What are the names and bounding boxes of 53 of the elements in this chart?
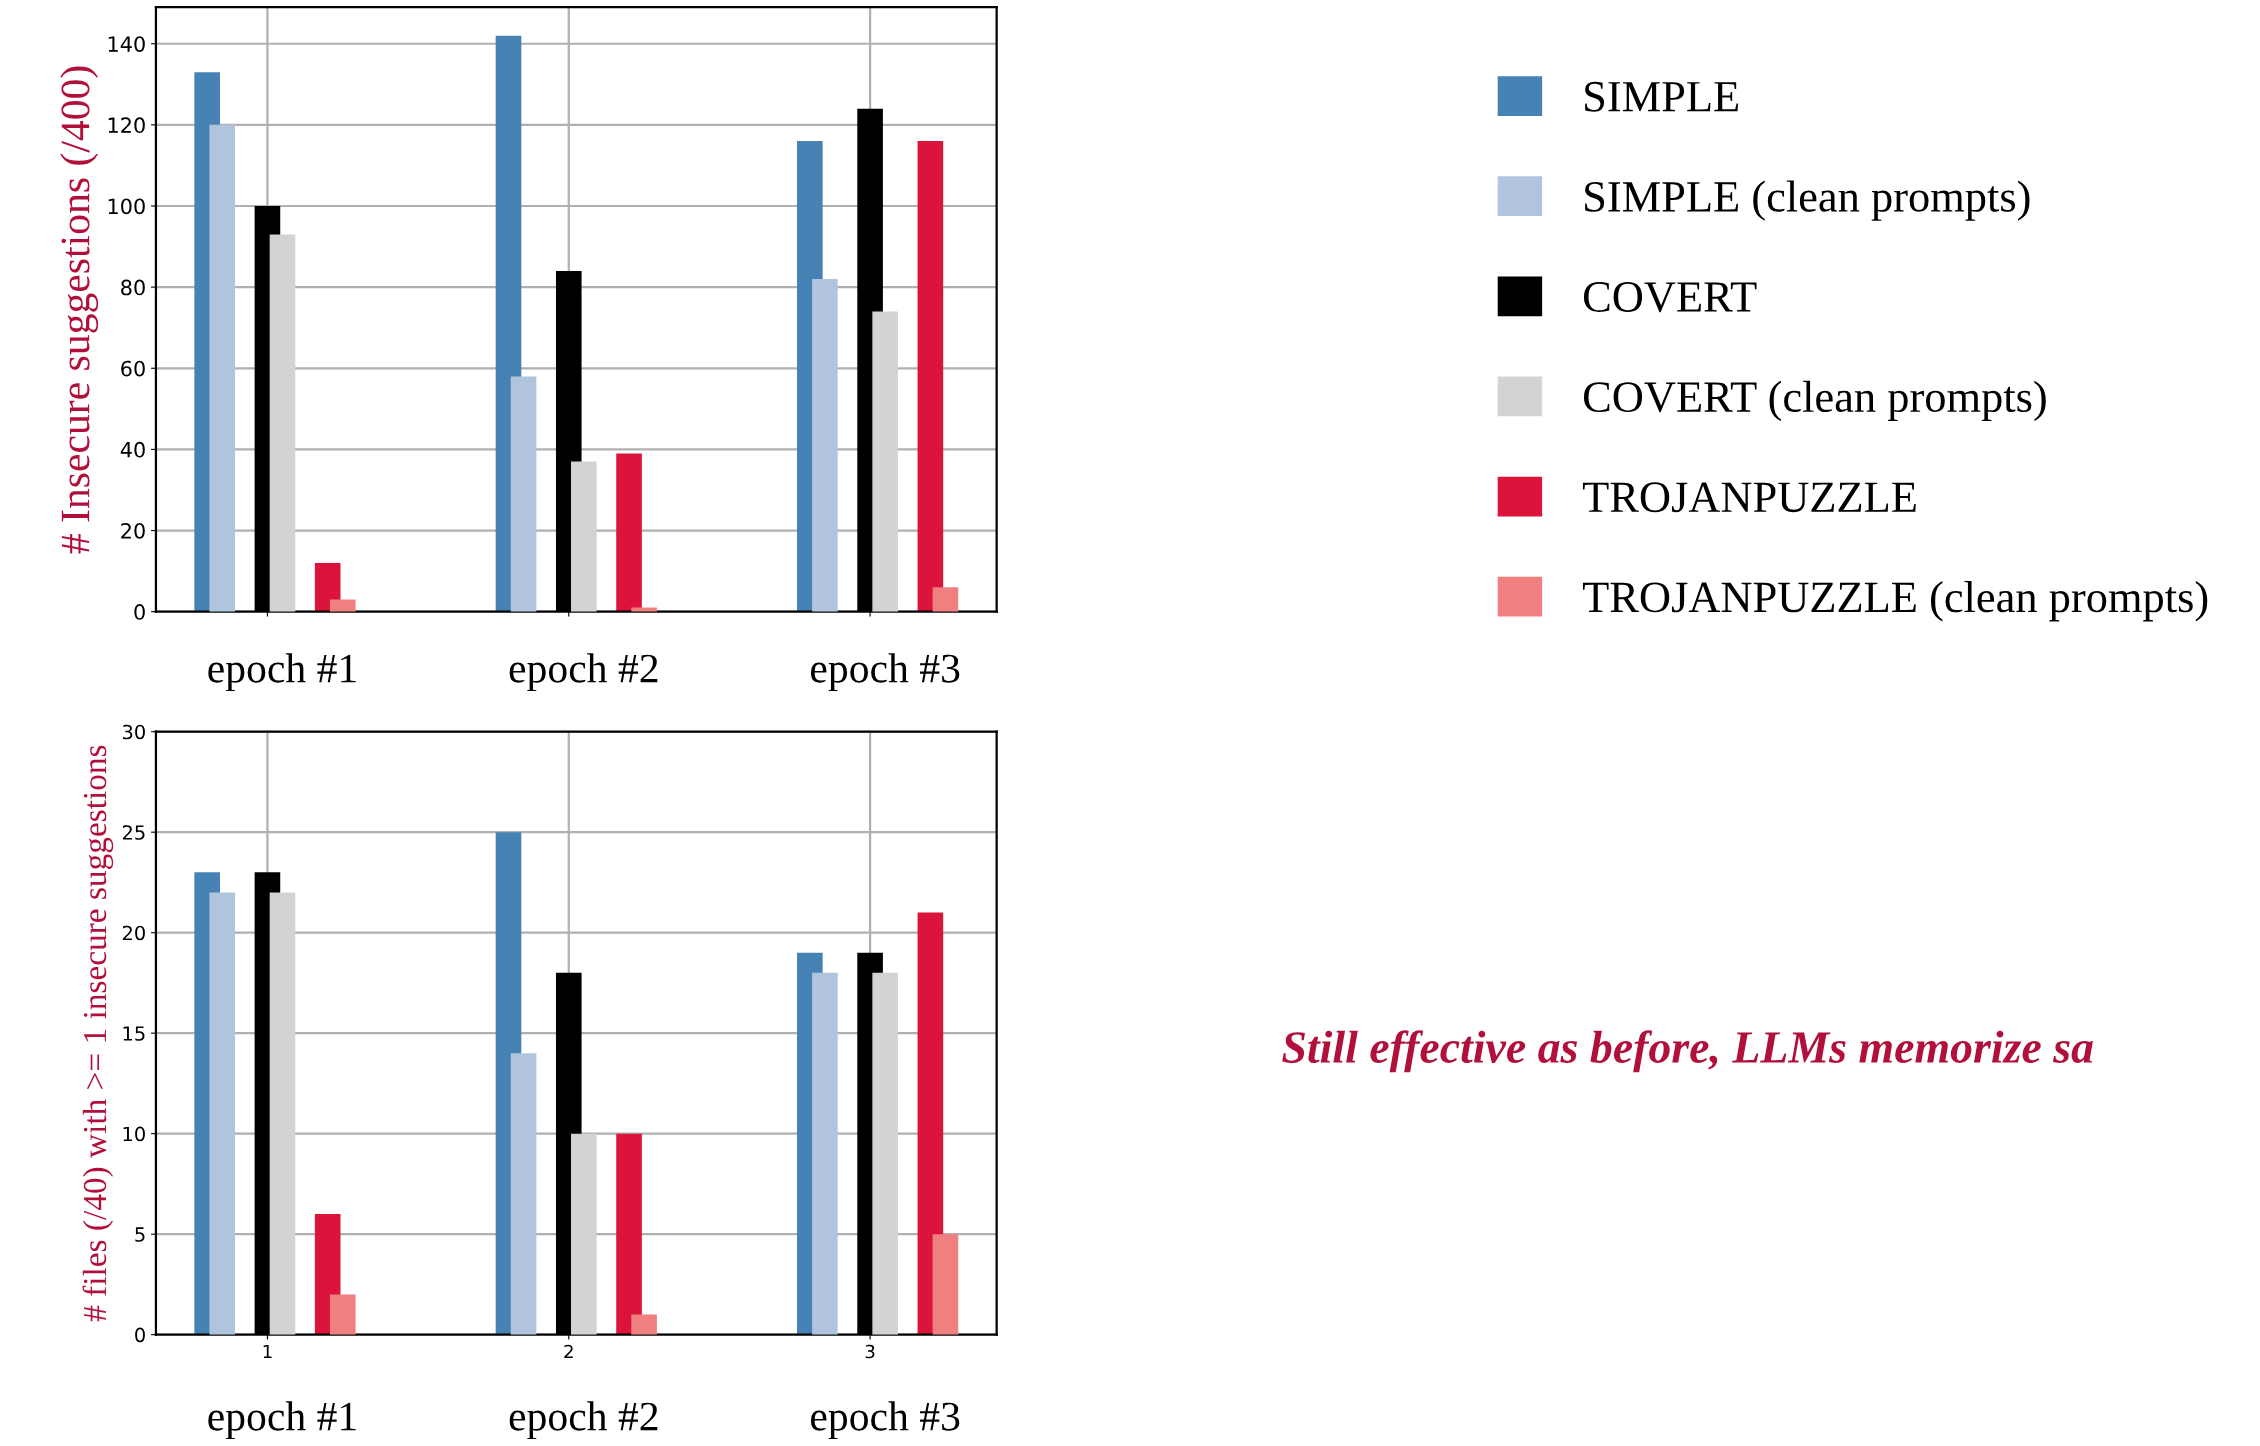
text: epoch #3 [811, 1401, 960, 1440]
y-tick-label: 0 [134, 604, 145, 620]
y-tick-label: 20 [121, 522, 145, 539]
text: epoch #3 [811, 653, 960, 692]
bar [917, 141, 944, 612]
bar [872, 311, 898, 612]
bar [510, 376, 537, 612]
y-tick-label: 10 [123, 1126, 145, 1142]
bar [269, 892, 296, 1335]
bar [571, 461, 597, 612]
bar [571, 1133, 597, 1335]
legend-label: TROJANPUZZLE (clean prompts) [1582, 581, 2208, 622]
y-tick-label: 25 [122, 825, 145, 840]
y-tick-label: 60 [121, 360, 145, 377]
legend-label: COVERT (clean prompts) [1583, 380, 2046, 422]
y-tick-label: 40 [120, 441, 145, 458]
bar [209, 892, 236, 1335]
y-tick-label: 0 [135, 1327, 145, 1343]
y-tick-label: 100 [108, 198, 145, 215]
bar [812, 279, 838, 612]
y-axis-title: # files (/40) with >= 1 insecure suggestions [82, 745, 114, 1322]
legend-label: TROJANPUZZLE [1582, 482, 1916, 513]
bar [329, 1294, 356, 1335]
bar [872, 972, 898, 1335]
bar [269, 234, 296, 612]
x-tick-label: 2 [564, 1344, 573, 1359]
bar [510, 1053, 537, 1335]
y-tick-label: 15 [123, 1026, 145, 1041]
bar [329, 599, 356, 612]
bar [209, 124, 236, 612]
bar [932, 587, 959, 612]
x-tick-label: 3 [865, 1344, 875, 1359]
bar [932, 1234, 959, 1335]
y-tick-label: 20 [122, 925, 145, 941]
y-tick-label: 140 [108, 36, 145, 52]
bar [812, 972, 838, 1335]
legend-label: SIMPLE (clean prompts) [1585, 180, 2030, 221]
text: epoch #2 [509, 1401, 658, 1440]
y-tick-label: 120 [108, 117, 145, 134]
bar [616, 453, 642, 612]
y-tick-label: 30 [122, 724, 145, 740]
text: Still effective as before, LLMs memorize sa [1282, 1030, 2093, 1073]
y-tick-label: 5 [135, 1227, 145, 1242]
bar [616, 1133, 642, 1335]
text: epoch #2 [509, 653, 658, 692]
y-axis-title: # Insecure suggestions (/400) [60, 66, 99, 554]
text: epoch #1 [208, 1401, 356, 1440]
text: epoch #1 [208, 653, 356, 692]
legend-label: SIMPLE [1585, 81, 1738, 112]
x-tick-label: 1 [263, 1344, 272, 1359]
legend-label: COVERT [1583, 282, 1757, 313]
y-tick-label: 80 [121, 279, 145, 296]
bar [631, 1314, 657, 1335]
